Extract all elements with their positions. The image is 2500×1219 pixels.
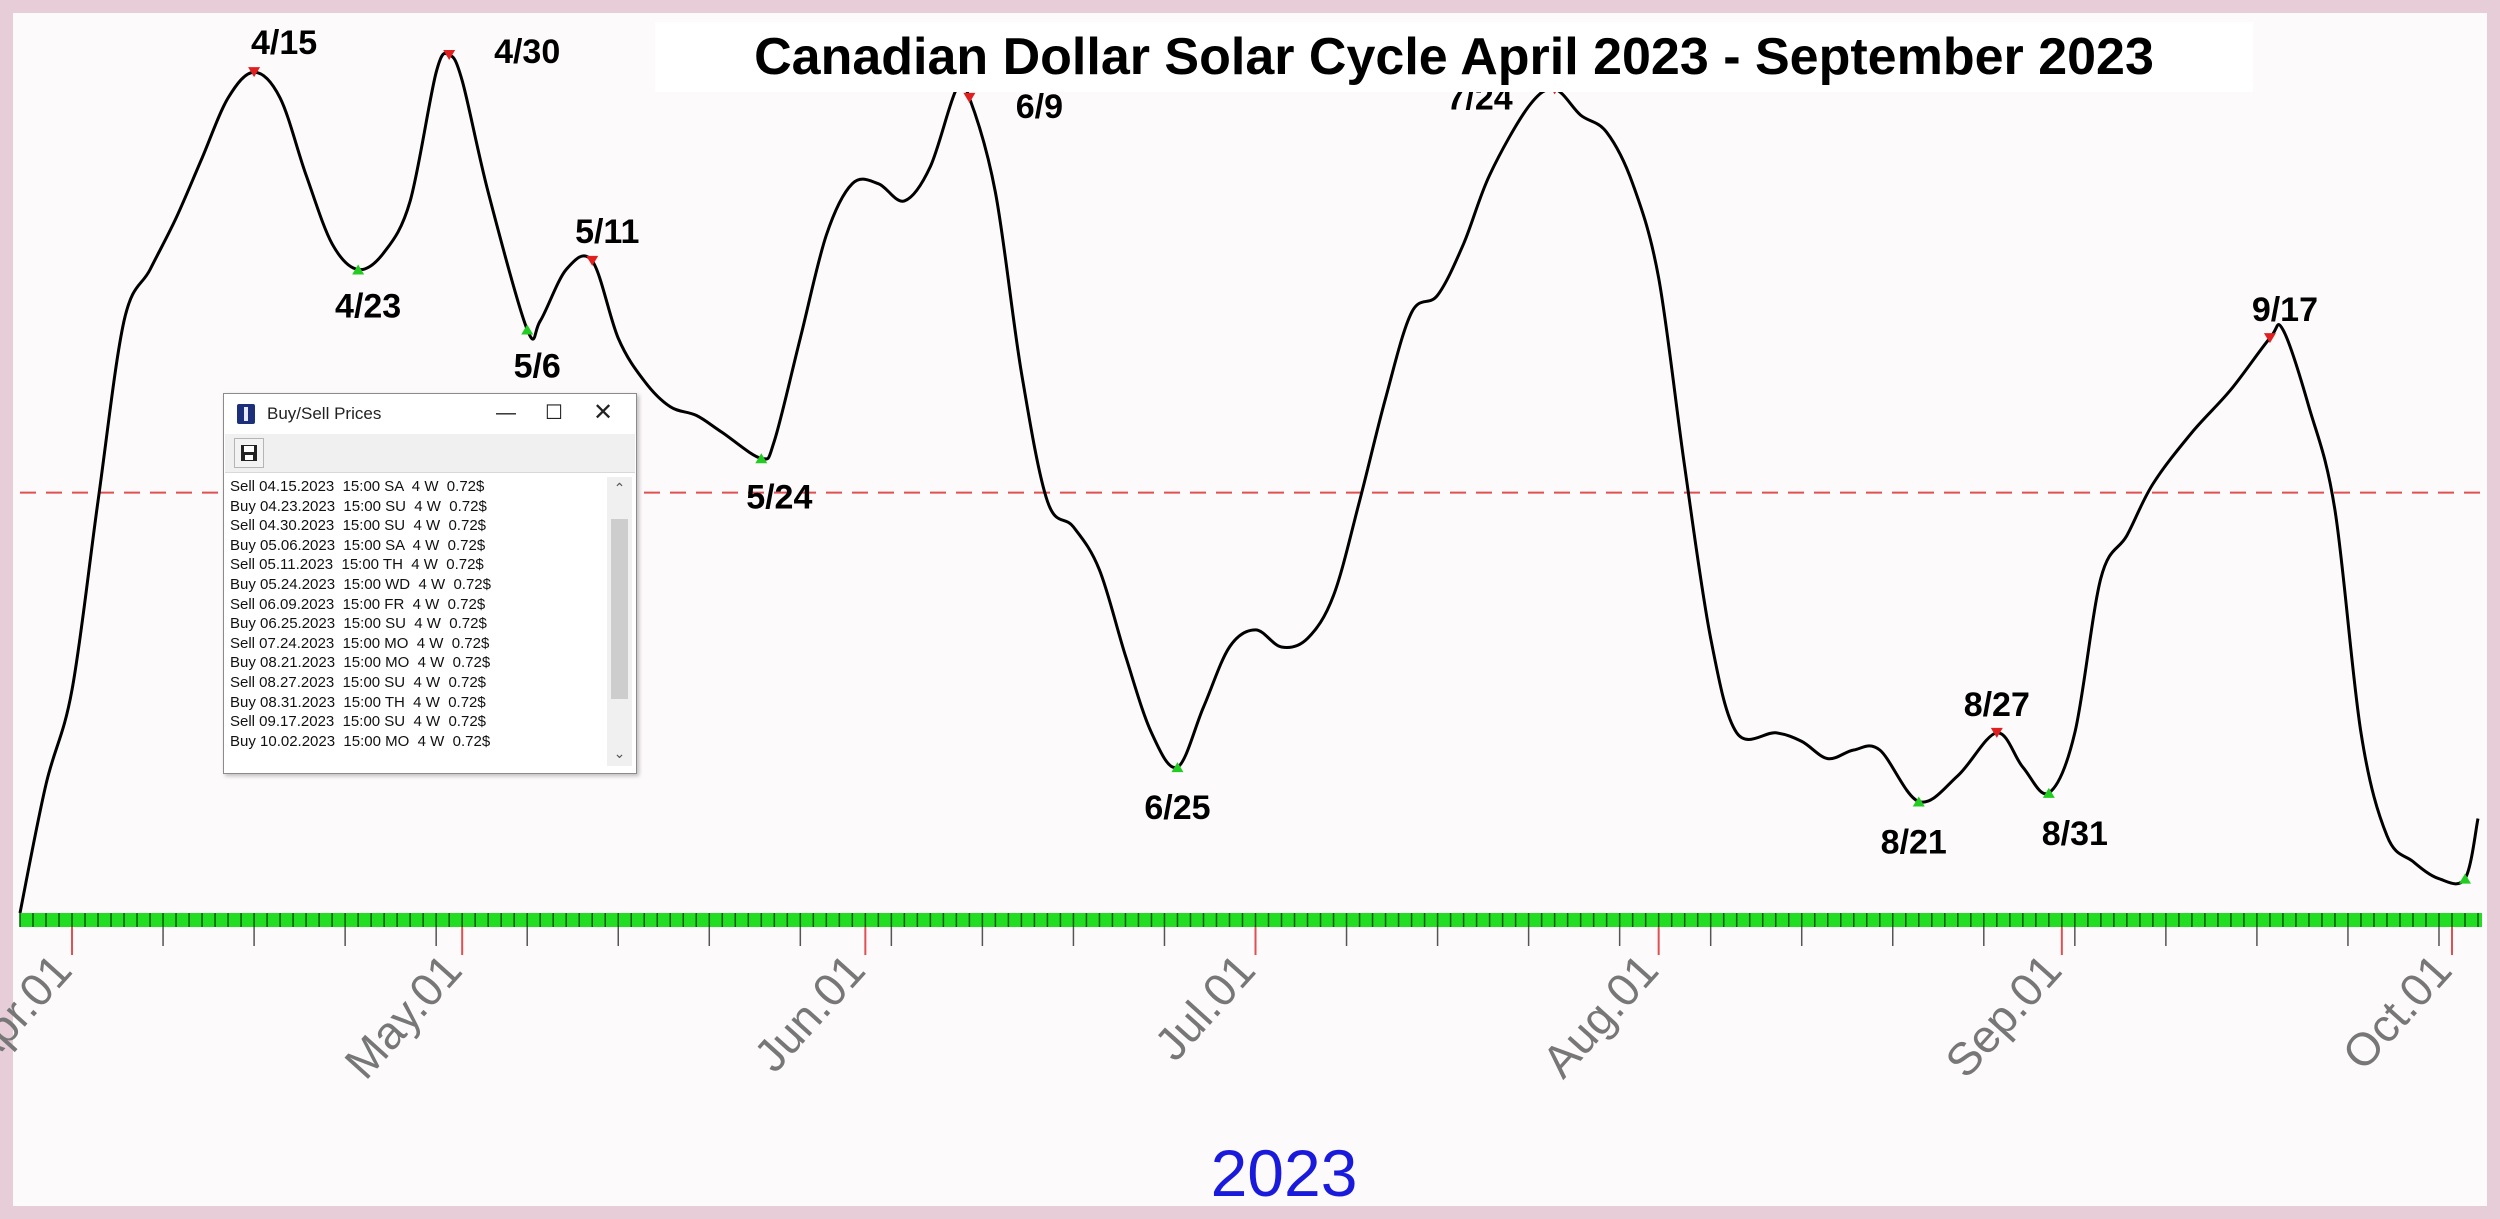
buy-marker — [1171, 762, 1184, 773]
save-icon — [241, 445, 257, 461]
sell-marker — [586, 255, 599, 266]
sell-marker — [963, 92, 976, 103]
chart-title: Canadian Dollar Solar Cycle April 2023 -… — [754, 28, 2154, 86]
list-item[interactable]: Buy 08.21.2023 15:00 MO 4 W 0.72$ — [230, 654, 491, 672]
turning-point-label: 8/27 — [1964, 686, 2030, 724]
buy-marker — [755, 453, 768, 464]
minimize-icon: — — [496, 402, 516, 424]
scroll-down-arrow[interactable]: ⌄ — [613, 745, 626, 761]
list-item[interactable]: Buy 05.24.2023 15:00 WD 4 W 0.72$ — [230, 575, 491, 593]
turning-point-label: 9/17 — [2252, 291, 2318, 329]
list-item[interactable]: Sell 06.09.2023 15:00 FR 4 W 0.72$ — [230, 595, 486, 613]
sell-marker — [1990, 727, 2003, 738]
turning-point-label: 8/21 — [1881, 823, 1947, 861]
prices-list[interactable]: Sell 04.15.2023 15:00 SA 4 W 0.72$ Buy 04… — [230, 477, 603, 766]
app-icon — [237, 404, 255, 424]
turning-point-label: 8/31 — [2042, 815, 2108, 853]
turning-point-label: 4/23 — [335, 288, 401, 326]
x-tick-label: Jul.01 — [1144, 944, 1265, 1070]
list-item[interactable]: Buy 05.06.2023 15:00 SA 4 W 0.72$ — [230, 536, 486, 554]
turning-point-label: 4/30 — [494, 33, 560, 71]
list-item[interactable]: Sell 09.17.2023 15:00 SU 4 W 0.72$ — [230, 713, 487, 731]
list-item[interactable]: Buy 06.25.2023 15:00 SU 4 W 0.72$ — [230, 615, 487, 633]
list-item[interactable]: Buy 04.23.2023 15:00 SU 4 W 0.72$ — [230, 497, 487, 515]
sell-marker — [2263, 333, 2276, 344]
x-axis-label: 2023 — [1210, 1136, 1358, 1210]
turning-point-label: 5/6 — [514, 348, 561, 386]
turning-point-label: 5/24 — [746, 478, 812, 516]
list-scrollbar[interactable]: ⌃ ⌄ — [607, 477, 632, 766]
x-tick-label: May.01 — [334, 944, 471, 1088]
sell-marker — [443, 50, 456, 60]
scroll-up-arrow[interactable]: ⌃ — [613, 480, 626, 496]
list-item[interactable]: Sell 08.27.2023 15:00 SU 4 W 0.72$ — [230, 673, 487, 691]
buy-sell-prices-window[interactable]: Buy/Sell Prices — ☐ ✕ Sell 04.15.2023 15… — [223, 393, 637, 774]
title-background — [655, 22, 2253, 92]
x-tick-label: Apr.01 — [0, 944, 81, 1078]
window-title: Buy/Sell Prices — [267, 404, 382, 423]
list-item[interactable]: Sell 04.15.2023 15:00 SA 4 W 0.72$ — [230, 478, 485, 495]
list-item[interactable]: Sell 07.24.2023 15:00 MO 4 W 0.72$ — [230, 634, 490, 652]
buy-marker — [1912, 796, 1925, 807]
list-item[interactable]: Buy 10.02.2023 15:00 MO 4 W 0.72$ — [230, 732, 491, 750]
close-button[interactable]: ✕ — [583, 398, 623, 428]
window-toolbar — [225, 434, 635, 473]
maximize-icon: ☐ — [545, 402, 563, 424]
buy-marker — [2042, 787, 2055, 798]
x-tick-label: Aug.01 — [1532, 944, 1668, 1087]
buy-marker — [521, 324, 534, 335]
x-tick-label: Sep.01 — [1935, 944, 2071, 1087]
list-item[interactable]: Sell 04.30.2023 15:00 SU 4 W 0.72$ — [230, 517, 487, 535]
turning-point-label: 6/25 — [1144, 789, 1210, 827]
minimize-button[interactable]: — — [486, 398, 526, 428]
maximize-button[interactable]: ☐ — [534, 398, 574, 428]
buy-marker — [352, 264, 365, 275]
x-axis-band — [20, 913, 2482, 927]
x-tick-label: Oct.01 — [2332, 944, 2461, 1080]
list-item[interactable]: Sell 05.11.2023 15:00 TH 4 W 0.72$ — [230, 556, 484, 574]
close-icon: ✕ — [592, 399, 614, 426]
save-button[interactable] — [234, 438, 264, 468]
turning-point-label: 5/11 — [575, 213, 639, 251]
list-item[interactable]: Buy 08.31.2023 15:00 TH 4 W 0.72$ — [230, 693, 486, 711]
x-tick-label: Jun.01 — [744, 944, 875, 1081]
turning-point-label: 4/15 — [251, 24, 317, 62]
buy-marker — [2458, 873, 2471, 884]
turning-point-label: 6/9 — [1016, 88, 1063, 126]
sell-marker — [248, 67, 261, 78]
window-titlebar[interactable]: Buy/Sell Prices — ☐ ✕ — [224, 394, 636, 432]
scroll-thumb[interactable] — [611, 519, 628, 699]
